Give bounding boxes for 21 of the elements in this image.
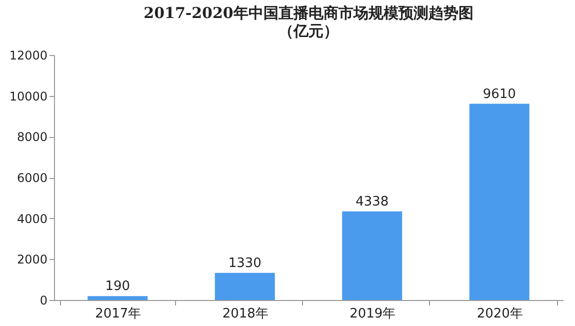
bar bbox=[342, 211, 402, 300]
y-tick-label: 2000 bbox=[16, 252, 48, 267]
y-tick-label: 12000 bbox=[9, 48, 48, 62]
data-label: 190 bbox=[105, 279, 130, 294]
y-tick-label: 6000 bbox=[16, 171, 48, 185]
data-label: 4338 bbox=[356, 194, 389, 210]
bar bbox=[88, 296, 148, 300]
x-tick-label: 2018年 bbox=[222, 306, 268, 322]
x-tick-label: 2019年 bbox=[350, 306, 396, 322]
y-tick-label: 8000 bbox=[16, 130, 48, 144]
y-tick-label: 10000 bbox=[9, 89, 48, 104]
x-tick-label: 2017年 bbox=[95, 306, 142, 322]
x-tick-label: 2020年 bbox=[476, 306, 523, 322]
bar bbox=[214, 272, 275, 300]
bar bbox=[469, 104, 530, 300]
y-tick-label: 4000 bbox=[16, 212, 48, 226]
chart-subtitle: （亿元） bbox=[278, 22, 338, 40]
y-tick-label: 0 bbox=[40, 294, 48, 308]
data-label: 9610 bbox=[482, 86, 516, 102]
chart-title: 2017-2020年中国直播电商市场规模预测趋势图 bbox=[144, 4, 474, 22]
data-label: 1330 bbox=[228, 256, 262, 271]
